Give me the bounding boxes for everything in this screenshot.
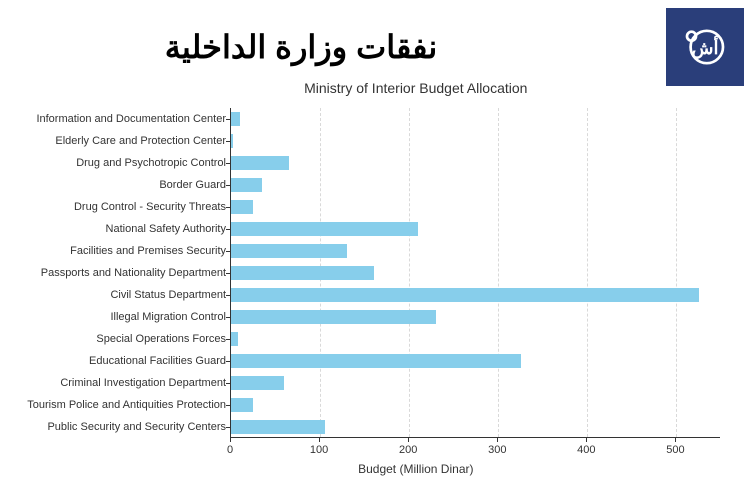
bar [231,112,240,126]
y-tick [226,339,230,340]
bar [231,420,325,434]
chart-container: Ministry of Interior Budget Allocation B… [0,90,756,490]
bar [231,288,699,302]
bar [231,398,253,412]
y-tick [226,317,230,318]
y-tick [226,229,230,230]
y-axis-label: Drug Control - Security Threats [6,200,226,214]
x-gridline [587,108,588,437]
header: نفقات وزارة الداخلية أش [0,0,756,86]
x-tick-label: 400 [577,444,595,456]
y-tick [226,383,230,384]
x-tick-label: 100 [310,444,328,456]
y-axis-label: National Safety Authority [6,222,226,236]
y-tick [226,251,230,252]
x-tick [408,438,409,442]
x-gridline [498,108,499,437]
y-tick [226,361,230,362]
bar [231,376,284,390]
bar [231,244,347,258]
y-tick [226,185,230,186]
y-axis-label: Elderly Care and Protection Center [6,134,226,148]
bar [231,222,418,236]
x-tick-label: 500 [666,444,684,456]
y-axis-label: Special Operations Forces [6,332,226,346]
bar [231,200,253,214]
y-tick [226,207,230,208]
y-tick [226,273,230,274]
x-axis-label: Budget (Million Dinar) [358,462,473,476]
bar [231,134,233,148]
chart-title: Ministry of Interior Budget Allocation [304,80,527,96]
y-axis-label: Educational Facilities Guard [6,354,226,368]
y-axis-label: Criminal Investigation Department [6,376,226,390]
y-axis-label: Border Guard [6,178,226,192]
bar [231,178,262,192]
bar [231,310,436,324]
x-tick-label: 300 [488,444,506,456]
x-tick [586,438,587,442]
x-tick [497,438,498,442]
y-tick [226,141,230,142]
y-axis-label: Passports and Nationality Department [6,266,226,280]
brand-logo: أش [666,8,744,86]
x-gridline [409,108,410,437]
y-tick [226,163,230,164]
y-axis-label: Facilities and Premises Security [6,244,226,258]
bar [231,332,238,346]
y-axis-label: Tourism Police and Antiquities Protectio… [6,398,226,412]
y-axis-label: Civil Status Department [6,288,226,302]
x-tick-label: 200 [399,444,417,456]
logo-icon: أش [678,20,732,74]
x-tick-label: 0 [227,444,233,456]
y-tick [226,119,230,120]
y-tick [226,295,230,296]
x-gridline [676,108,677,437]
bar [231,354,521,368]
y-axis-label: Public Security and Security Centers [6,420,226,434]
x-tick [675,438,676,442]
bar [231,266,374,280]
y-axis-label: Illegal Migration Control [6,310,226,324]
chart-plot [230,108,720,438]
y-axis-label: Drug and Psychotropic Control [6,156,226,170]
x-tick [319,438,320,442]
y-axis-label: Information and Documentation Center [6,112,226,126]
y-tick [226,427,230,428]
bar [231,156,289,170]
svg-text:أش: أش [692,36,719,59]
y-tick [226,405,230,406]
page-title: نفقات وزارة الداخلية [12,28,650,66]
x-tick [230,438,231,442]
